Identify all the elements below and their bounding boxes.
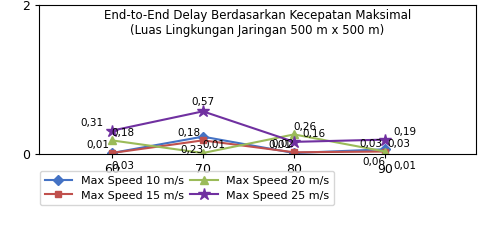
Max Speed 25 m/s (109, 129, 115, 132)
Max Speed 25 m/s (200, 110, 206, 113)
Text: 0,03: 0,03 (387, 139, 411, 149)
Text: 0,01: 0,01 (393, 161, 416, 171)
Max Speed 15 m/s (109, 152, 115, 155)
Max Speed 20 m/s (109, 139, 115, 142)
Max Speed 10 m/s (109, 152, 115, 155)
Text: 0,57: 0,57 (191, 97, 214, 107)
Text: 0,03: 0,03 (360, 139, 383, 149)
Legend: Max Speed 10 m/s, Max Speed 15 m/s, Max Speed 20 m/s, Max Speed 25 m/s: Max Speed 10 m/s, Max Speed 15 m/s, Max … (40, 171, 334, 205)
Max Speed 10 m/s (382, 148, 388, 151)
Text: 0,23: 0,23 (180, 145, 203, 155)
Max Speed 10 m/s (291, 152, 297, 155)
Text: 0,03: 0,03 (111, 161, 135, 171)
Text: 0,01: 0,01 (87, 140, 109, 150)
Max Speed 15 m/s (382, 150, 388, 153)
Text: 0,26: 0,26 (294, 122, 317, 132)
Text: End-to-End Delay Berdasarkan Kecepatan Maksimal
(Luas Lingkungan Jaringan 500 m : End-to-End Delay Berdasarkan Kecepatan M… (104, 9, 411, 37)
Text: 0,06: 0,06 (363, 157, 385, 167)
Text: 0,01: 0,01 (269, 140, 292, 150)
Text: 0,02: 0,02 (271, 139, 295, 150)
Max Speed 25 m/s (291, 140, 297, 143)
Line: Max Speed 20 m/s: Max Speed 20 m/s (107, 130, 389, 157)
Text: 0,18: 0,18 (111, 127, 135, 138)
Max Speed 20 m/s (200, 152, 206, 155)
Text: 0,01: 0,01 (203, 140, 226, 150)
Line: Max Speed 25 m/s: Max Speed 25 m/s (105, 105, 391, 148)
Text: 0,19: 0,19 (393, 127, 416, 137)
Max Speed 15 m/s (200, 139, 206, 142)
Max Speed 10 m/s (200, 135, 206, 138)
Text: 0,16: 0,16 (302, 129, 325, 139)
Max Speed 20 m/s (291, 133, 297, 136)
Max Speed 15 m/s (291, 151, 297, 154)
Text: 0,18: 0,18 (177, 127, 201, 138)
Max Speed 20 m/s (382, 150, 388, 153)
Max Speed 25 m/s (382, 138, 388, 141)
Line: Max Speed 15 m/s: Max Speed 15 m/s (108, 137, 389, 156)
Line: Max Speed 10 m/s: Max Speed 10 m/s (108, 133, 389, 156)
Text: 0,31: 0,31 (81, 118, 104, 128)
